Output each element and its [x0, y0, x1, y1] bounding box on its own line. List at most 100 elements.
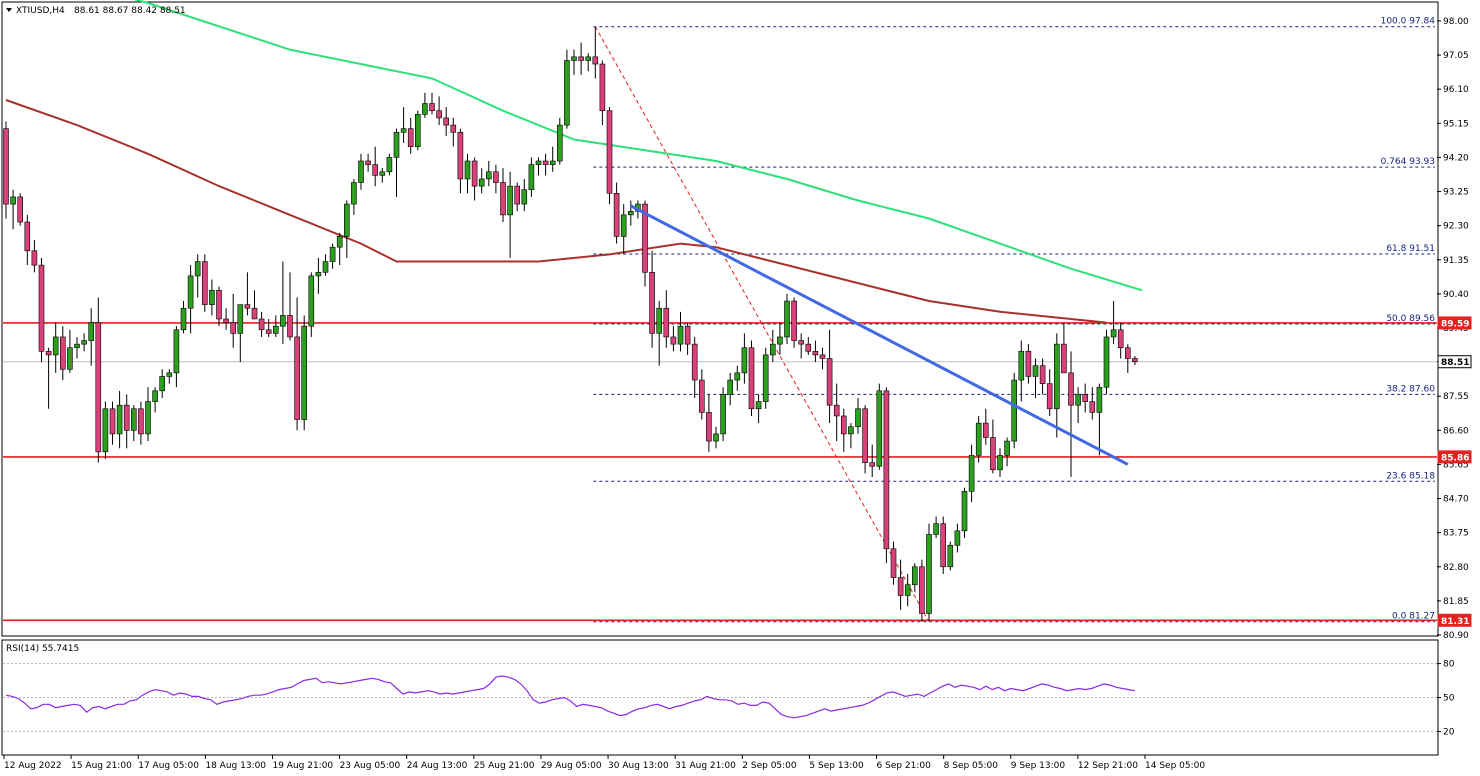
candle-body [1132, 358, 1138, 363]
candle-body [805, 343, 812, 352]
candle-body [1096, 386, 1103, 413]
price-tick-label: 92.30 [1443, 222, 1469, 232]
candle-body [329, 246, 336, 262]
time-tick-label: 12 Sep 21:00 [1078, 761, 1138, 771]
rsi-line [5, 675, 1136, 719]
candle-body [649, 272, 655, 334]
candle-body [1054, 343, 1060, 410]
candle-body [59, 336, 66, 370]
candle-body [372, 164, 379, 176]
candle-body [862, 408, 868, 463]
candle-body [727, 379, 734, 395]
candle-body [123, 404, 130, 431]
price-tick-label: 85.65 [1443, 460, 1469, 470]
candle-body [1004, 440, 1010, 456]
candle-body [1082, 394, 1088, 402]
price-tick-label: 86.60 [1443, 426, 1469, 436]
ema-fast-line [5, 99, 1107, 324]
candle-body [287, 315, 293, 338]
ohlc-readout: 88.61 88.67 88.42 88.51 [74, 6, 186, 16]
candle-body [890, 548, 897, 578]
candle-body [876, 390, 883, 467]
candle-body [351, 182, 357, 205]
price-tick-label: 96.10 [1443, 85, 1469, 95]
candle-body [45, 351, 52, 356]
candle-body [627, 210, 634, 216]
price-tag-label: 88.51 [1441, 358, 1469, 368]
fib-level-label: 38.2 87.60 [1386, 384, 1435, 394]
candle-body [365, 160, 371, 165]
time-tick-label: 9 Sep 13:00 [1011, 761, 1066, 771]
candle-body [1011, 379, 1018, 442]
time-tick-label: 8 Sep 05:00 [944, 761, 999, 771]
candle-body [301, 325, 308, 420]
rsi-label: RSI(14) 55.7415 [6, 644, 79, 654]
candle-body [102, 408, 109, 453]
candle-body [216, 289, 222, 320]
candle-body [833, 404, 840, 417]
candle-body [713, 433, 719, 442]
candle-body [358, 160, 364, 183]
candle-body [443, 117, 450, 126]
candle-body [968, 455, 975, 492]
candle-body [429, 103, 435, 112]
candle-body [187, 275, 194, 309]
candle-body [571, 56, 577, 61]
candle-body [173, 329, 180, 374]
candle-body [74, 343, 80, 349]
symbol-label: XTIUSD,H4 [16, 6, 65, 16]
candle-body [840, 415, 847, 435]
time-tick-label: 14 Sep 05:00 [1145, 761, 1205, 771]
fib-level-label: 50.0 89.56 [1386, 314, 1435, 324]
trendline-layer [630, 204, 1129, 466]
candle-body [485, 171, 492, 180]
time-tick-label: 12 Aug 2022 [4, 761, 62, 771]
price-tick-label: 91.35 [1443, 256, 1469, 266]
candle-body [1025, 351, 1032, 377]
candle-body [17, 196, 24, 223]
candle-body [883, 390, 890, 550]
time-tick-label: 25 Aug 21:00 [474, 761, 535, 771]
fib-diagonal-line [594, 26, 930, 622]
candle-body [954, 530, 961, 546]
rsi-layer: 80 50 20 [3, 660, 1455, 737]
price-tick-label: 95.15 [1443, 119, 1469, 129]
candle-body [961, 491, 968, 532]
candle-body [67, 347, 73, 370]
candle-body [1046, 383, 1053, 410]
candle-body [265, 329, 272, 334]
candle-body [209, 289, 215, 305]
candle-body [1117, 329, 1124, 349]
candle-body [670, 336, 677, 345]
price-tags: 89.59 88.51 85.86 81.31 [1437, 316, 1472, 627]
candle-body [315, 272, 322, 277]
candle-body [308, 275, 315, 327]
candle-body [606, 110, 613, 194]
symbol-dropdown-icon[interactable] [6, 8, 12, 12]
candle-body [478, 178, 485, 187]
candle-body [471, 160, 478, 187]
time-tick-label: 23 Aug 05:00 [340, 761, 401, 771]
candle-body [919, 566, 925, 614]
price-tag-label: 81.31 [1441, 617, 1469, 627]
candle-body [280, 315, 286, 327]
candle-body [982, 422, 989, 438]
candle-body [784, 300, 790, 338]
candle-body [542, 160, 549, 165]
candle-body [1075, 394, 1081, 406]
candle-body [1125, 347, 1131, 359]
candle-body [400, 128, 407, 133]
candle-body [734, 372, 741, 381]
candle-body [656, 307, 663, 334]
candle-body [1018, 351, 1025, 381]
price-tag-box [1437, 450, 1472, 464]
candle-body [294, 336, 300, 420]
candle-body [791, 300, 797, 341]
time-tick-label: 18 Aug 13:00 [205, 761, 266, 771]
candle-body [684, 325, 691, 345]
candle-body [464, 160, 471, 180]
candle-body [855, 408, 861, 428]
candle-body [237, 304, 244, 334]
candle-body [422, 103, 428, 115]
